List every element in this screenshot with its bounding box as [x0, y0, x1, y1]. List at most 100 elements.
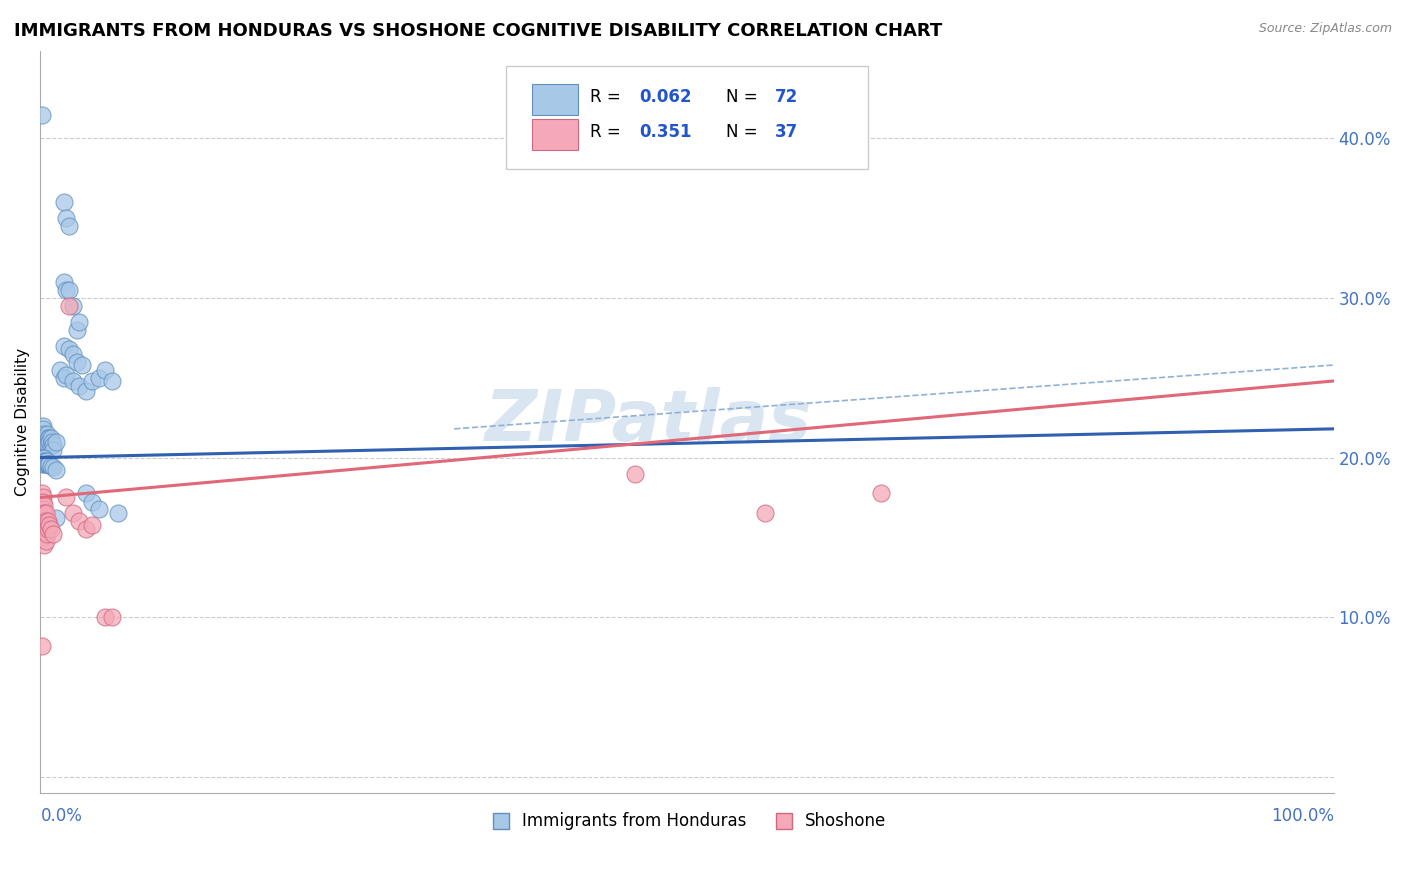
Point: [35, 438, 58, 452]
Point: [42, 442, 65, 457]
Point: [624, 467, 647, 481]
Point: [31, 485, 53, 500]
Point: [87, 501, 110, 516]
Point: [35, 457, 58, 471]
Point: [100, 610, 122, 624]
Point: [39, 458, 62, 473]
Point: [58, 299, 80, 313]
Point: [34, 522, 56, 536]
Point: [37, 434, 59, 449]
Point: [37, 515, 59, 529]
Point: [34, 454, 56, 468]
Text: N =: N =: [725, 123, 762, 141]
Point: [45, 511, 67, 525]
Point: [38, 432, 60, 446]
Point: [100, 374, 122, 388]
Text: ZIPatlas: ZIPatlas: [485, 387, 811, 456]
Point: [34, 515, 56, 529]
Point: [39, 432, 62, 446]
Point: [55, 211, 77, 226]
Point: [38, 457, 60, 471]
Text: 0.351: 0.351: [640, 123, 692, 141]
Point: [31, 450, 53, 465]
Point: [62, 507, 84, 521]
Point: [58, 283, 80, 297]
Point: [42, 460, 65, 475]
Point: [34, 426, 56, 441]
Point: [65, 323, 87, 337]
Point: [94, 363, 117, 377]
Point: [38, 434, 60, 449]
Point: [62, 299, 84, 313]
Point: [37, 522, 59, 536]
Point: [67, 378, 90, 392]
Point: [34, 432, 56, 446]
Point: [75, 485, 97, 500]
Point: [70, 358, 93, 372]
Point: [31, 639, 53, 653]
Point: [94, 610, 117, 624]
Point: [34, 432, 56, 446]
Point: [35, 517, 58, 532]
Point: [34, 454, 56, 468]
Text: IMMIGRANTS FROM HONDURAS VS SHOSHONE COGNITIVE DISABILITY CORRELATION CHART: IMMIGRANTS FROM HONDURAS VS SHOSHONE COG…: [14, 22, 942, 40]
Point: [32, 501, 55, 516]
Text: 72: 72: [775, 87, 799, 105]
Point: [34, 507, 56, 521]
Text: Source: ZipAtlas.com: Source: ZipAtlas.com: [1258, 22, 1392, 36]
Point: [32, 418, 55, 433]
Point: [35, 527, 58, 541]
Point: [37, 438, 59, 452]
Point: [39, 438, 62, 452]
FancyBboxPatch shape: [531, 84, 578, 115]
Point: [52, 195, 75, 210]
Point: [58, 342, 80, 356]
Text: 0.062: 0.062: [640, 87, 692, 105]
Point: [34, 438, 56, 452]
Point: [34, 507, 56, 521]
Point: [49, 363, 72, 377]
Point: [82, 517, 104, 532]
FancyBboxPatch shape: [531, 119, 578, 150]
Text: 100.0%: 100.0%: [1271, 807, 1334, 825]
Point: [32, 507, 55, 521]
Text: N =: N =: [725, 87, 762, 105]
Text: R =: R =: [591, 123, 631, 141]
Point: [32, 454, 55, 468]
Text: 0.0%: 0.0%: [41, 807, 83, 825]
Text: 37: 37: [775, 123, 799, 141]
Point: [35, 454, 58, 468]
Point: [32, 422, 55, 436]
Point: [41, 434, 63, 449]
Point: [31, 107, 53, 121]
Point: [34, 457, 56, 471]
Point: [870, 485, 893, 500]
Point: [34, 450, 56, 465]
Point: [32, 515, 55, 529]
Point: [75, 384, 97, 398]
Point: [34, 499, 56, 513]
Point: [87, 371, 110, 385]
Point: [67, 315, 90, 329]
Point: [52, 371, 75, 385]
Point: [58, 219, 80, 234]
Legend: Immigrants from Honduras, Shoshone: Immigrants from Honduras, Shoshone: [482, 805, 893, 837]
Point: [37, 457, 59, 471]
Point: [52, 275, 75, 289]
Point: [34, 538, 56, 552]
Point: [55, 368, 77, 382]
Point: [34, 530, 56, 544]
Y-axis label: Cognitive Disability: Cognitive Disability: [15, 348, 30, 496]
Point: [34, 434, 56, 449]
Point: [32, 457, 55, 471]
Point: [45, 463, 67, 477]
Point: [62, 374, 84, 388]
Point: [62, 347, 84, 361]
Point: [65, 355, 87, 369]
Point: [45, 434, 67, 449]
Point: [38, 517, 60, 532]
Point: [75, 522, 97, 536]
Point: [67, 515, 90, 529]
Point: [34, 457, 56, 471]
Point: [35, 426, 58, 441]
